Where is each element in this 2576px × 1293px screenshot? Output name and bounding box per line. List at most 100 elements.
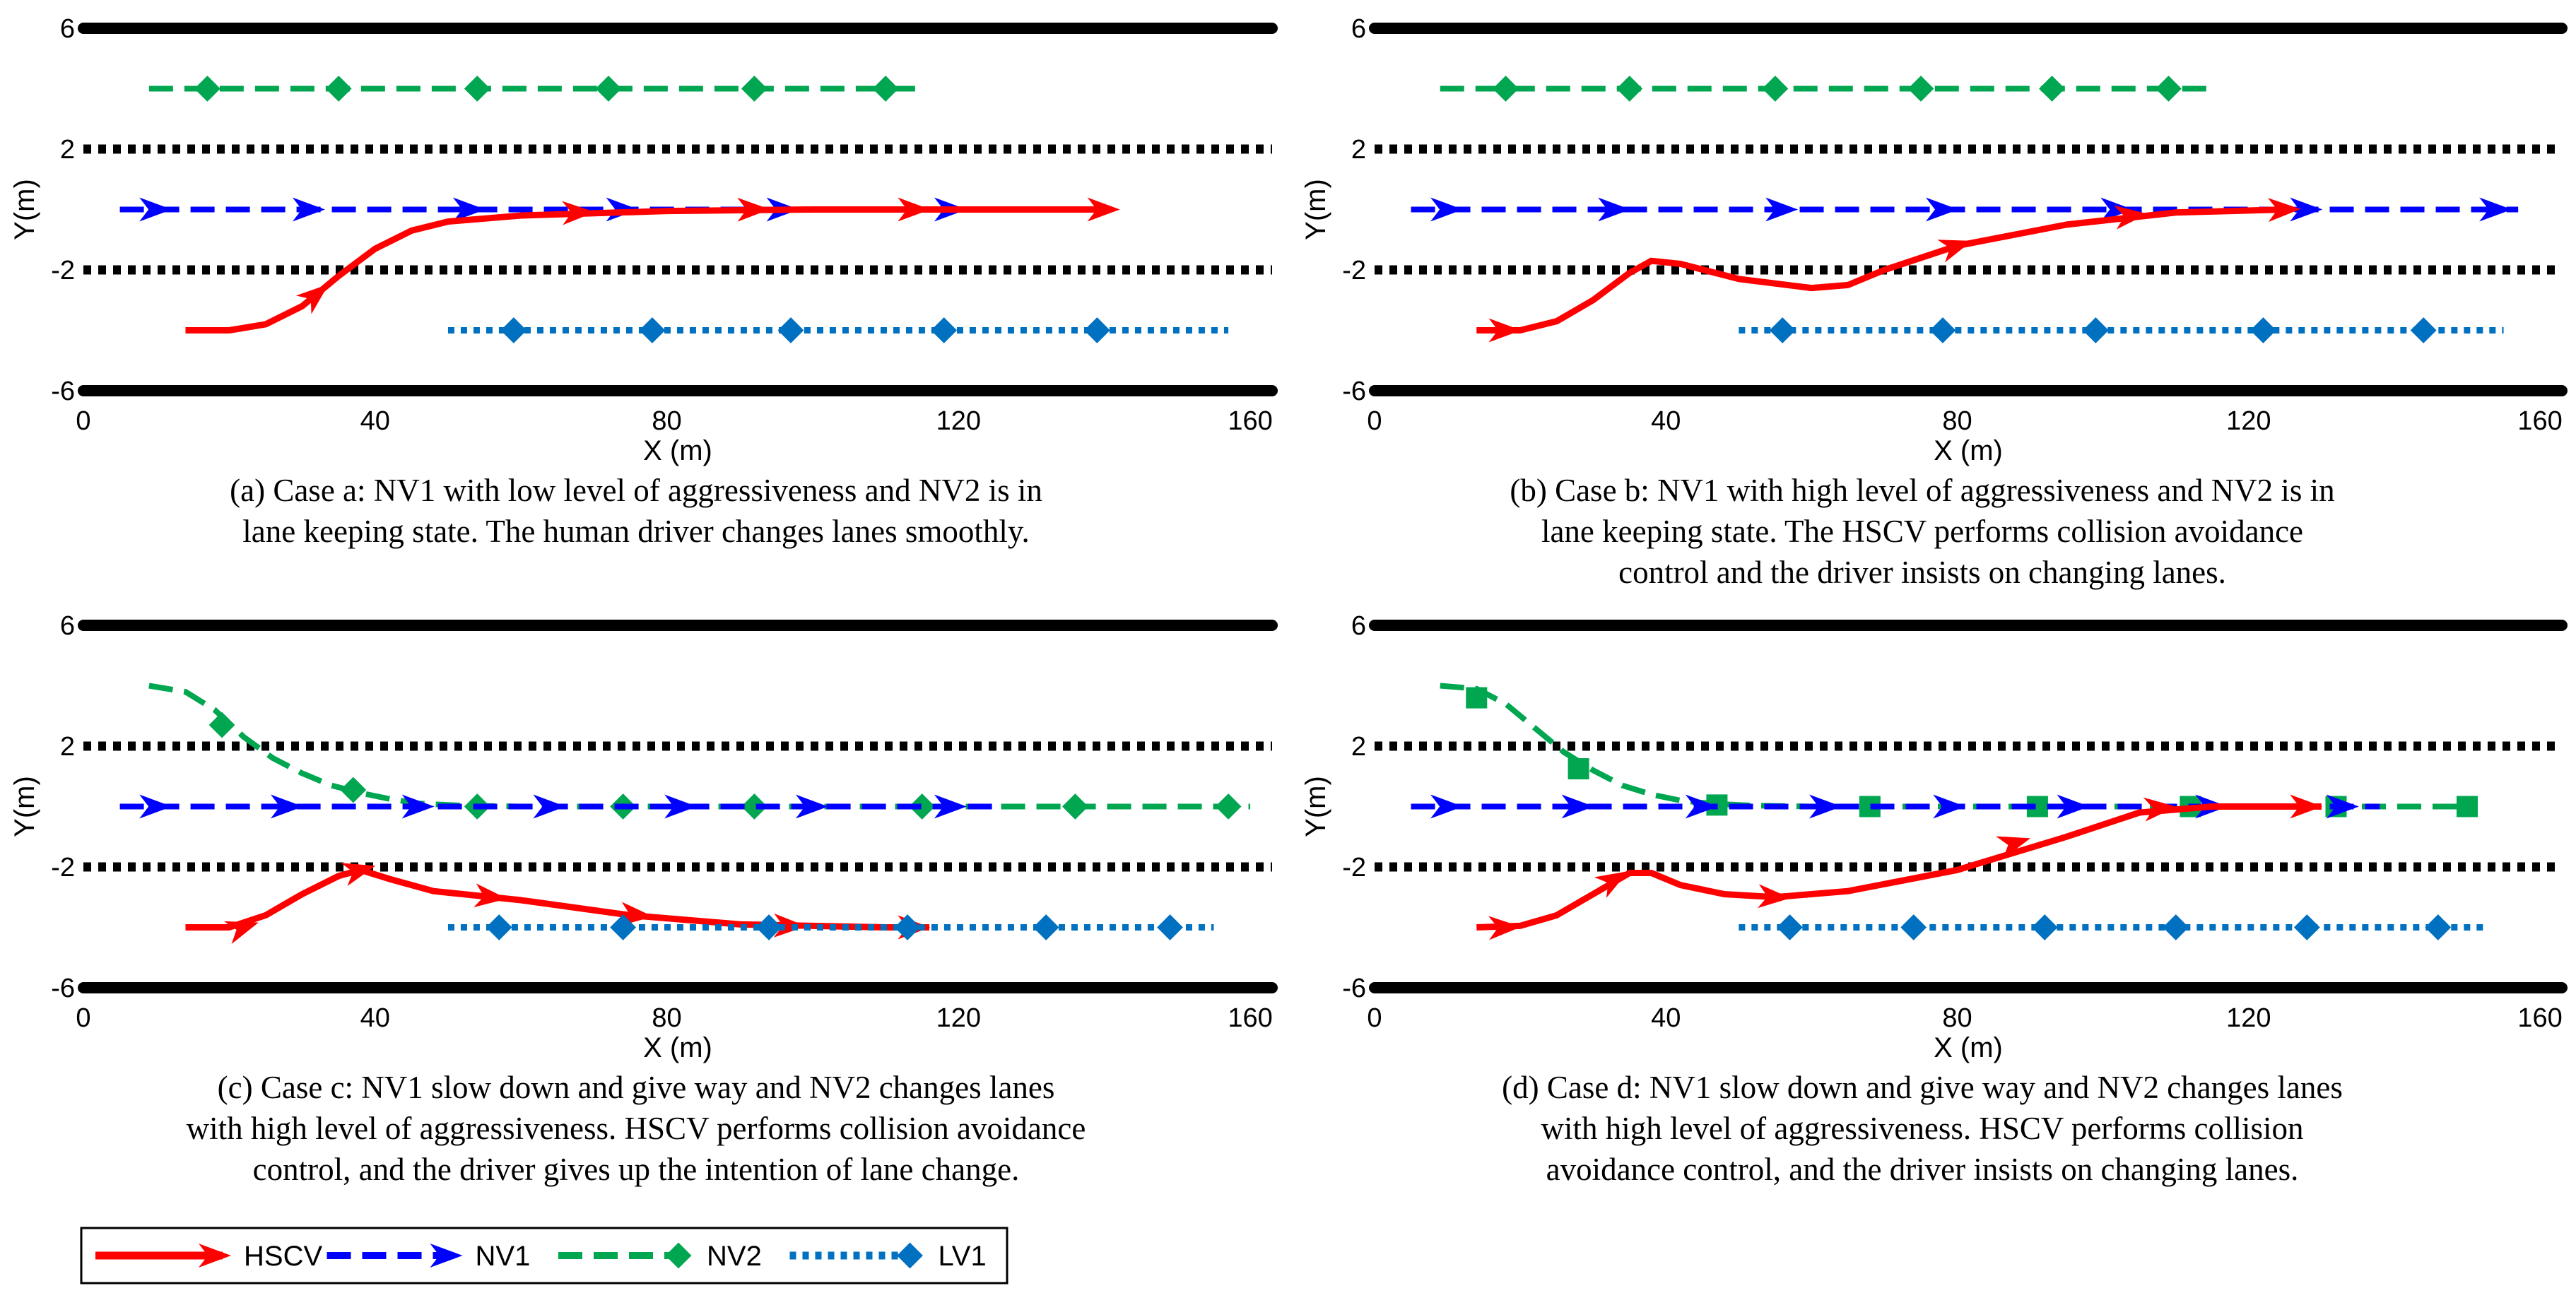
legend-label: NV1 bbox=[476, 1241, 531, 1272]
y-tick-label: -2 bbox=[51, 256, 75, 285]
legend-item-hscv: HSCV bbox=[95, 1241, 322, 1272]
chart-panel-a: 6 2 -2 -60 40 80 120 160 X (m) Y(m) bbox=[9, 14, 1278, 466]
nv2-marker bbox=[1568, 758, 1589, 780]
caption-d-line-1: (d) Case d: NV1 slow down and give way a… bbox=[1502, 1070, 2343, 1105]
nv1-marker bbox=[139, 197, 172, 222]
x-tick-label: 160 bbox=[1228, 406, 1272, 436]
y-tick-label: -2 bbox=[1342, 256, 1366, 285]
nv1-marker bbox=[1925, 197, 1958, 222]
caption-b-line-2: lane keeping state. The HSCV performs co… bbox=[1541, 514, 2304, 549]
nv2-marker bbox=[1762, 76, 1789, 102]
nv2-marker bbox=[2457, 796, 2478, 817]
nv2-marker bbox=[464, 76, 490, 102]
nv2-marker bbox=[1907, 76, 1934, 102]
hscv-marker bbox=[474, 883, 507, 908]
legend: HSCV NV1 NV2 LV1 bbox=[80, 1227, 1008, 1285]
series-hscv bbox=[185, 197, 1120, 333]
nv1-marker bbox=[795, 794, 828, 819]
x-tick-label: 40 bbox=[1651, 1003, 1681, 1033]
x-tick-label: 120 bbox=[2226, 1003, 2271, 1033]
x-tick-label: 40 bbox=[360, 1003, 390, 1033]
legend-label: HSCV bbox=[244, 1241, 322, 1272]
hscv-marker bbox=[737, 197, 770, 222]
legend-marker bbox=[897, 1242, 923, 1269]
x-tick-label: 120 bbox=[936, 1003, 981, 1033]
caption-c-line-2: with high level of aggressiveness. HSCV … bbox=[186, 1111, 1086, 1146]
series-nv2 bbox=[148, 683, 1251, 820]
nv1-marker bbox=[664, 794, 698, 819]
caption-c-line-3: control, and the driver gives up the int… bbox=[252, 1152, 1020, 1187]
hscv-marker bbox=[295, 284, 329, 314]
lv1-marker bbox=[500, 317, 527, 343]
legend-marker bbox=[199, 1244, 231, 1268]
caption-d-line-2: with high level of aggressiveness. HSCV … bbox=[1541, 1111, 2304, 1146]
hscv-marker bbox=[1488, 916, 1522, 940]
lv1-marker bbox=[777, 317, 804, 343]
caption-a: (a) Case a: NV1 with low level of aggres… bbox=[71, 470, 1201, 552]
caption-d: (d) Case d: NV1 slow down and give way a… bbox=[1357, 1067, 2488, 1190]
lv1-marker bbox=[1157, 914, 1183, 940]
nv1-marker bbox=[533, 794, 566, 819]
lv1-marker bbox=[2082, 317, 2109, 343]
y-tick-label: 6 bbox=[60, 611, 75, 641]
x-tick-label: 0 bbox=[76, 1003, 90, 1033]
x-tick-label: 160 bbox=[1228, 1003, 1272, 1033]
hscv-marker bbox=[1594, 871, 1629, 898]
nv1-marker bbox=[1809, 794, 1842, 819]
nv1-marker bbox=[1561, 794, 1594, 819]
nv1-marker bbox=[270, 794, 303, 819]
nv2-marker bbox=[194, 76, 220, 102]
series-nv2 bbox=[148, 76, 922, 102]
lv1-marker bbox=[2031, 914, 2058, 940]
nv1-marker bbox=[2100, 197, 2134, 222]
x-axis-label: X (m) bbox=[1934, 1032, 2003, 1063]
hscv-marker bbox=[223, 921, 259, 945]
caption-c-line-1: (c) Case c: NV1 slow down and give way a… bbox=[217, 1070, 1055, 1105]
x-tick-label: 80 bbox=[652, 1003, 681, 1033]
hscv-marker bbox=[2114, 205, 2148, 230]
y-tick-label: -6 bbox=[51, 974, 75, 1003]
x-tick-label: 40 bbox=[1651, 406, 1681, 436]
caption-b-line-1: (b) Case b: NV1 with high level of aggre… bbox=[1510, 473, 2335, 508]
nv2-marker bbox=[325, 76, 352, 102]
hscv-marker bbox=[1757, 884, 1791, 909]
x-tick-label: 0 bbox=[1367, 1003, 1382, 1033]
y-axis-label: Y(m) bbox=[1300, 776, 1331, 837]
hscv-marker bbox=[1937, 240, 1972, 263]
lv1-marker bbox=[639, 317, 666, 343]
caption-b-line-3: control and the driver insists on changi… bbox=[1618, 555, 2226, 590]
y-tick-label: -6 bbox=[1342, 377, 1366, 406]
lv1-marker bbox=[610, 914, 637, 940]
legend-marker bbox=[665, 1242, 692, 1269]
chart-panel-c: 6 2 -2 -60 40 80 120 160 X (m) Y(m) bbox=[9, 611, 1278, 1063]
lv1-marker bbox=[1769, 317, 1796, 343]
y-tick-label: -2 bbox=[51, 853, 75, 882]
hscv-marker bbox=[2143, 797, 2177, 822]
nv1-marker bbox=[452, 197, 486, 222]
nv2-marker bbox=[2156, 76, 2182, 102]
caption-a-line-1: (a) Case a: NV1 with low level of aggres… bbox=[230, 473, 1042, 508]
nv1-marker bbox=[292, 197, 325, 222]
x-tick-label: 40 bbox=[360, 406, 390, 436]
caption-d-line-3: avoidance control, and the driver insist… bbox=[1546, 1152, 2299, 1187]
lv1-marker bbox=[486, 914, 512, 940]
x-tick-label: 0 bbox=[1367, 406, 1382, 436]
chart-panel-d: 6 2 -2 -60 40 80 120 160 X (m) Y(m) bbox=[1300, 611, 2568, 1063]
nv1-marker bbox=[1685, 794, 1718, 819]
caption-c: (c) Case c: NV1 slow down and give way a… bbox=[71, 1067, 1201, 1190]
series-hscv bbox=[1476, 198, 2301, 343]
legend-label: NV2 bbox=[707, 1241, 762, 1272]
lv1-marker bbox=[1033, 914, 1059, 940]
nv1-marker bbox=[2057, 794, 2090, 819]
series-lv1 bbox=[447, 317, 1229, 343]
y-tick-label: 2 bbox=[60, 732, 75, 762]
legend-item-lv1: LV1 bbox=[789, 1241, 987, 1272]
hscv-marker bbox=[1996, 836, 2031, 860]
nv2-marker bbox=[741, 793, 767, 820]
hscv-marker bbox=[773, 913, 806, 938]
x-tick-label: 80 bbox=[1942, 1003, 1972, 1033]
nv2-marker bbox=[340, 777, 367, 803]
lv1-marker bbox=[894, 914, 921, 940]
chart-panel-b: 6 2 -2 -60 40 80 120 160 X (m) Y(m) bbox=[1300, 14, 2568, 466]
hscv-line bbox=[185, 206, 1105, 333]
